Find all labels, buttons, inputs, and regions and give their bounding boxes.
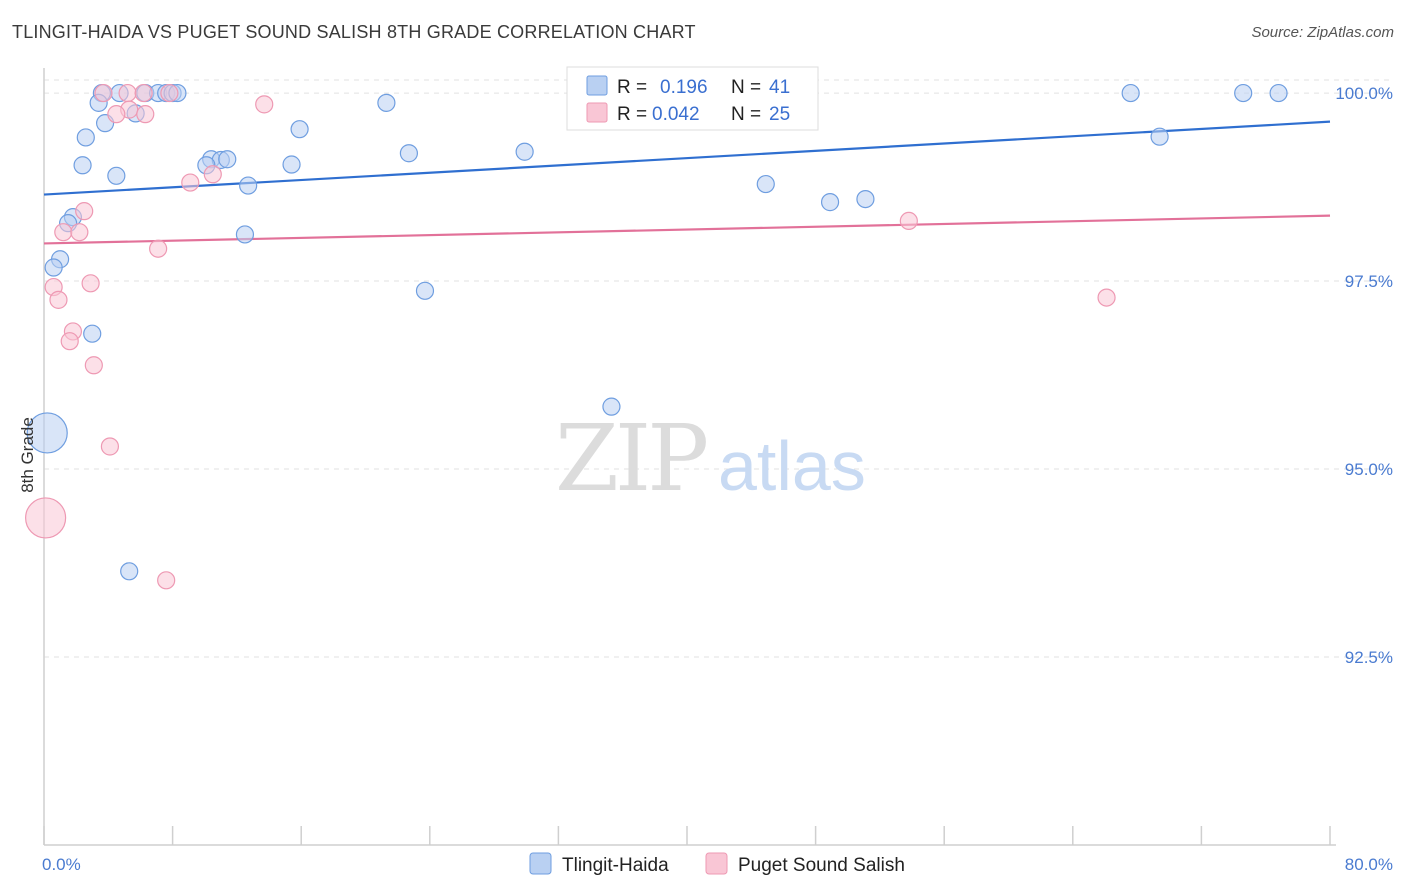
data-point-tlingit — [856, 189, 875, 209]
data-point-tlingit — [756, 174, 775, 194]
y-tick-label: 97.5% — [1345, 272, 1393, 291]
bottom-legend-label-puget: Puget Sound Salish — [738, 855, 905, 876]
data-point-puget — [1097, 288, 1116, 307]
data-point-puget — [203, 165, 222, 184]
data-point-tlingit — [120, 562, 139, 581]
data-point-tlingit — [107, 166, 126, 185]
data-point-tlingit — [44, 258, 63, 277]
trend-line-tlingit — [43, 120, 1331, 196]
data-point-tlingit — [76, 128, 95, 147]
watermark-atlas: atlas — [718, 427, 866, 505]
legend-r-value-puget: 0.042 — [652, 104, 700, 125]
data-point-tlingit — [399, 144, 419, 163]
data-point-puget — [134, 83, 153, 103]
data-point-tlingit — [1150, 127, 1169, 146]
data-point-tlingit — [377, 93, 396, 112]
data-point-puget — [81, 274, 100, 293]
data-point-tlingit — [218, 150, 237, 169]
data-point-tlingit — [1234, 83, 1253, 103]
y-axis-label: 8th Grade — [18, 417, 37, 493]
legend-swatch-tlingit — [586, 75, 608, 96]
data-point-puget — [181, 173, 200, 192]
bottom-legend: Tlingit-Haida Puget Sound Salish — [529, 852, 905, 876]
source-credit: Source: ZipAtlas.com — [1251, 24, 1394, 41]
data-point-puget — [107, 105, 126, 124]
data-point-tlingit — [73, 156, 92, 175]
trend-line-puget — [43, 214, 1331, 245]
y-tick-label: 92.5% — [1345, 648, 1393, 667]
bottom-legend-label-tlingit: Tlingit-Haida — [562, 855, 669, 876]
data-point-tlingit — [282, 155, 301, 174]
bottom-legend-swatch-puget — [705, 852, 728, 875]
data-point-puget — [899, 211, 918, 231]
data-point-tlingit — [290, 120, 309, 139]
legend-r-value-tlingit: 0.196 — [660, 77, 708, 98]
y-tick-label: 95.0% — [1345, 460, 1393, 479]
data-point-puget — [118, 83, 137, 103]
legend-n-label-2: N = — [731, 104, 761, 125]
legend-n-value-puget: 25 — [769, 104, 790, 125]
data-point-puget — [157, 571, 176, 590]
data-point-puget — [160, 83, 179, 103]
data-point-tlingit — [415, 281, 435, 300]
top-legend: R = 0.196 N = 41 R = 0.042 N = 25 — [566, 66, 819, 131]
data-point-puget — [75, 202, 94, 221]
data-point-tlingit — [602, 397, 621, 416]
bottom-legend-swatch-tlingit — [529, 852, 552, 875]
data-point-tlingit — [515, 142, 534, 161]
y-tick-label: 100.0% — [1335, 84, 1393, 103]
data-point-tlingit — [26, 412, 68, 454]
data-point-puget — [149, 239, 168, 258]
trend-layer — [43, 120, 1331, 245]
data-point-puget — [25, 497, 67, 539]
data-point-tlingit — [1269, 83, 1288, 103]
data-point-puget — [255, 95, 274, 114]
watermark: ZIP atlas — [555, 405, 866, 512]
data-point-tlingit — [1121, 83, 1140, 103]
legend-r-label-2: R = — [617, 104, 647, 125]
data-point-tlingit — [820, 193, 840, 212]
data-point-puget — [60, 332, 79, 351]
data-point-puget — [49, 290, 68, 309]
data-point-puget — [136, 105, 155, 124]
data-point-puget — [54, 223, 73, 242]
data-point-puget — [94, 83, 113, 103]
axes-layer: 100.0% 97.5% 95.0% 92.5% 0.0% 80.0% — [42, 68, 1393, 874]
x-tick-label: 80.0% — [1345, 855, 1393, 874]
data-point-tlingit — [235, 225, 255, 244]
data-point-puget — [100, 437, 120, 456]
legend-r-label-1: R = — [617, 77, 647, 98]
x-tick-label: 0.0% — [42, 855, 81, 874]
data-point-puget — [84, 356, 103, 375]
watermark-zip: ZIP — [555, 405, 706, 512]
legend-box — [566, 66, 819, 131]
grid-layer — [44, 79, 1392, 658]
legend-n-value-tlingit: 41 — [769, 77, 790, 98]
data-point-tlingit — [83, 324, 102, 343]
legend-n-label-1: N = — [731, 77, 761, 98]
chart-title: TLINGIT-HAIDA VS PUGET SOUND SALISH 8TH … — [12, 22, 696, 42]
data-point-tlingit — [239, 176, 258, 195]
data-point-puget — [70, 223, 89, 242]
points-layer — [25, 83, 1288, 590]
legend-swatch-puget — [586, 102, 608, 123]
